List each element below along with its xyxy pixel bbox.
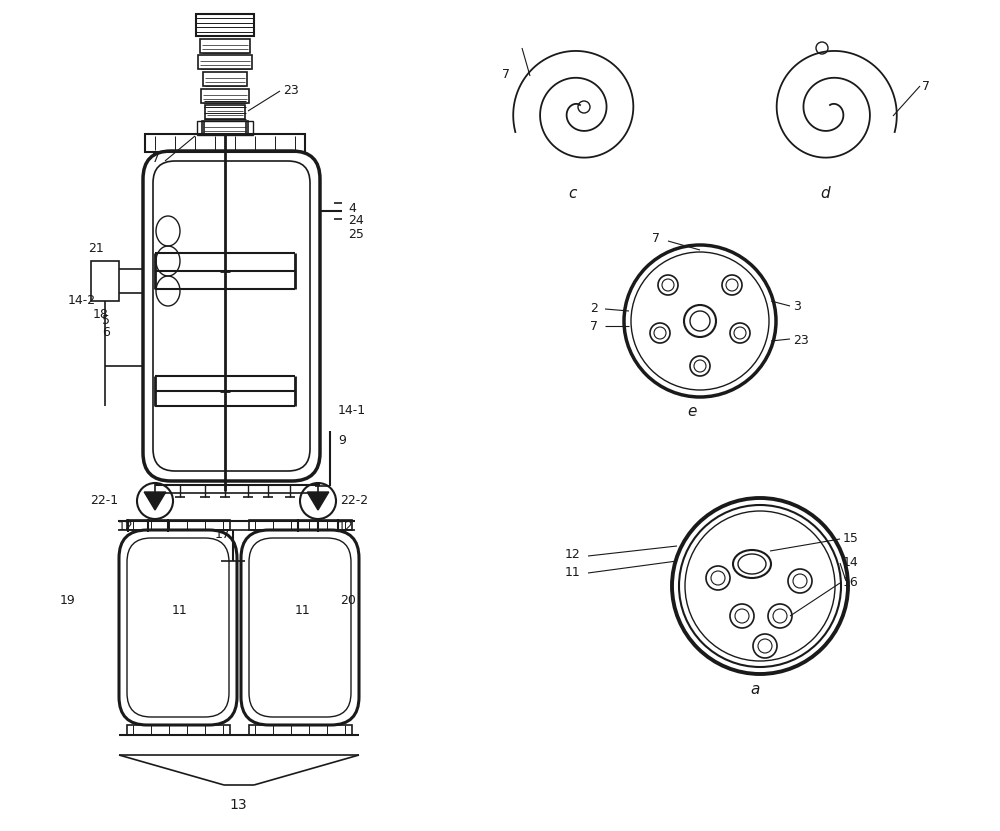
Text: 24: 24 [348, 214, 364, 228]
Text: 12: 12 [564, 548, 580, 560]
Bar [127, 520, 230, 530]
Text: e: e [687, 404, 697, 419]
Bar [198, 55, 252, 69]
Text: 7: 7 [590, 319, 598, 332]
Text: 23: 23 [283, 83, 299, 96]
Text: 7: 7 [152, 153, 160, 165]
Text: 17: 17 [215, 529, 231, 542]
Bar [197, 121, 253, 135]
Bar [249, 520, 352, 530]
Text: 9: 9 [338, 435, 346, 448]
Text: 12: 12 [338, 519, 354, 533]
Text: 2: 2 [590, 302, 598, 316]
Text: 18: 18 [93, 307, 109, 321]
Text: 14-1: 14-1 [338, 405, 366, 417]
Text: 12: 12 [118, 519, 134, 533]
Bar [91, 261, 119, 301]
Text: 7: 7 [502, 67, 510, 81]
Polygon shape [144, 492, 166, 510]
Text: 14-2: 14-2 [68, 294, 96, 307]
Text: 25: 25 [348, 228, 364, 240]
Bar [145, 134, 305, 152]
Text: 22-2: 22-2 [340, 494, 368, 508]
Bar [200, 39, 250, 53]
Text: 11: 11 [295, 604, 311, 617]
Bar [202, 121, 248, 135]
Text: 4: 4 [348, 201, 356, 214]
Bar [201, 89, 249, 103]
Bar [196, 14, 254, 36]
Text: 14: 14 [843, 557, 859, 569]
Text: 11: 11 [564, 567, 580, 579]
Text: 7: 7 [652, 233, 660, 245]
Text: a: a [750, 682, 760, 697]
Text: 20: 20 [340, 594, 356, 607]
Text: 5: 5 [102, 314, 110, 327]
Bar [249, 725, 352, 735]
Text: c: c [568, 186, 576, 201]
Bar [203, 72, 247, 86]
Text: 19: 19 [60, 594, 76, 607]
Text: 16: 16 [843, 577, 859, 589]
Bar [205, 105, 245, 119]
Text: 21: 21 [88, 243, 104, 255]
Polygon shape [307, 492, 329, 510]
Text: 23: 23 [793, 335, 809, 347]
Bar [127, 725, 230, 735]
Text: 3: 3 [793, 299, 801, 312]
Text: 15: 15 [843, 532, 859, 544]
Text: 6: 6 [102, 327, 110, 340]
Text: 13: 13 [229, 798, 247, 812]
Text: 22-1: 22-1 [90, 494, 118, 508]
Text: 7: 7 [922, 80, 930, 92]
Text: 11: 11 [172, 604, 188, 617]
Text: d: d [820, 186, 830, 201]
